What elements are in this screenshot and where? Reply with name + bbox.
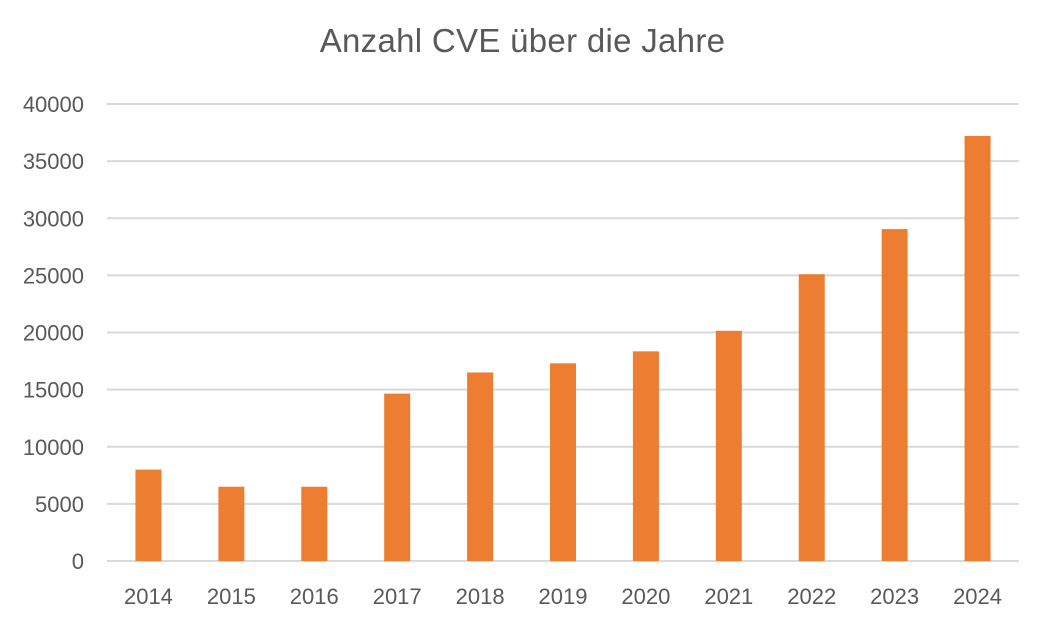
bar-2017	[384, 393, 411, 561]
x-tick-label: 2023	[870, 584, 919, 609]
bar-2016	[301, 486, 328, 561]
y-tick-label: 10000	[23, 435, 84, 460]
x-tick-label: 2019	[539, 584, 588, 609]
chart-title: Anzahl CVE über die Jahre	[319, 22, 726, 59]
y-tick-label: 35000	[23, 149, 84, 174]
bar-2019	[550, 363, 576, 561]
bar-2014	[135, 469, 162, 561]
x-tick-label: 2015	[207, 584, 256, 609]
bar-2023	[881, 229, 908, 561]
bar-2018	[467, 372, 494, 561]
y-tick-label: 30000	[23, 206, 84, 231]
bar-2020	[632, 351, 659, 561]
bar-2015	[218, 486, 245, 561]
y-tick-label: 0	[72, 549, 84, 574]
bar-2024	[964, 135, 991, 562]
y-tick-label: 40000	[23, 92, 84, 117]
bar-2022	[798, 274, 825, 561]
x-axis-ticks: 2014 2015 2016 2017 2018 2019 2020 2021 2022 2023…	[124, 584, 1002, 609]
y-axis-ticks: 0 5000 10000 15000 20000 25000 30000 35000 40000	[23, 92, 84, 574]
y-tick-label: 20000	[23, 321, 84, 346]
x-tick-label: 2018	[456, 584, 505, 609]
x-tick-label: 2017	[373, 584, 422, 609]
y-tick-label: 25000	[23, 263, 84, 288]
bar-2021	[715, 330, 742, 561]
bars	[135, 135, 991, 562]
x-tick-label: 2020	[621, 584, 670, 609]
x-tick-label: 2021	[704, 584, 753, 609]
y-tick-label: 5000	[35, 492, 84, 517]
x-tick-label: 2022	[787, 584, 836, 609]
x-tick-label: 2014	[124, 584, 173, 609]
x-tick-label: 2024	[953, 584, 1002, 609]
y-tick-label: 15000	[23, 378, 84, 403]
x-tick-label: 2016	[290, 584, 339, 609]
